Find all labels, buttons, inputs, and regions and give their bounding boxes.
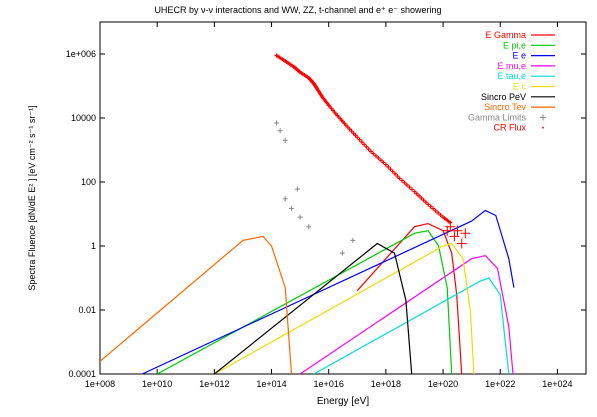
series-cr-flux-point xyxy=(433,208,438,213)
series-cr-flux-point xyxy=(353,133,358,138)
legend-label: CR Flux xyxy=(493,123,526,133)
legend-label: E c xyxy=(513,82,527,92)
x-tick-label: 1e+022 xyxy=(485,379,515,389)
series-cr-flux-point xyxy=(359,139,364,144)
series-cr-flux-point xyxy=(347,127,352,132)
legend-swatch xyxy=(540,114,546,121)
series-cr-flux-point xyxy=(364,144,369,149)
series-cr-flux-markers-point xyxy=(460,228,471,239)
series-cr-flux-point xyxy=(351,131,356,136)
series-cr-flux-point xyxy=(378,158,383,163)
series-e-c-line xyxy=(214,242,475,374)
series-e-tau-e-line xyxy=(313,277,510,374)
series-cr-flux-point xyxy=(381,160,386,165)
y-tick-label: 10000 xyxy=(71,113,96,123)
series-cr-flux-point xyxy=(431,206,436,211)
x-tick-label: 1e+014 xyxy=(256,379,286,389)
chart-title: UHECR by ν-ν interactions and WW, ZZ, t-… xyxy=(154,5,441,15)
y-tick-label: 1 xyxy=(91,241,96,251)
series-cr-flux-point xyxy=(366,147,371,152)
x-tick-label: 1e+020 xyxy=(428,379,458,389)
series-cr-flux-point xyxy=(383,162,388,167)
series-cr-flux-point xyxy=(421,198,426,203)
series-e-e-line xyxy=(141,209,515,374)
legend-label: E tau,e xyxy=(497,71,526,81)
series-gamma-limits-point xyxy=(297,214,303,220)
series-cr-flux-point xyxy=(407,185,412,190)
x-tick-label: 1e+016 xyxy=(314,379,344,389)
x-tick-label: 1e+008 xyxy=(85,379,115,389)
series-cr-flux-point xyxy=(376,156,381,161)
y-tick-label: 0.01 xyxy=(78,305,96,315)
series-gamma-limits-point xyxy=(277,128,283,134)
series-cr-flux-point xyxy=(392,171,397,176)
legend-label: E mu,e xyxy=(497,61,526,71)
series-gamma-limits-point xyxy=(282,196,288,202)
series-cr-flux-point xyxy=(438,212,443,217)
series-cr-flux-point xyxy=(349,129,354,134)
series-gamma-limits-point xyxy=(294,186,300,192)
legend-label: Gamma Limits xyxy=(468,112,527,122)
series-gamma-limits-point xyxy=(282,137,288,143)
plot-frame xyxy=(99,21,587,375)
series-cr-flux-point xyxy=(414,191,419,196)
series-gamma-limits-point xyxy=(289,205,295,211)
axis-ticks: 1e+008 1e+010 1e+012 1e+014 1e+016 1e+018 1e+0… xyxy=(66,22,586,389)
legend-label: Sincro Tev xyxy=(484,102,526,112)
series-cr-flux-markers-point xyxy=(449,231,460,242)
series-cr-flux-point xyxy=(357,137,362,142)
series-cr-flux-point xyxy=(397,176,402,181)
x-tick-label: 1e+024 xyxy=(542,379,572,389)
x-tick-label: 1e+018 xyxy=(371,379,401,389)
series-cr-flux-point xyxy=(345,125,350,130)
series-cr-flux-markers-point xyxy=(445,221,456,232)
y-axis-label: Spectra Fluence [dN/dE E² ] [eV cm⁻² s⁻¹… xyxy=(27,105,37,290)
series-cr-flux-point xyxy=(428,204,433,209)
series-cr-flux-point xyxy=(426,202,431,207)
legend-label: Sincro PeV xyxy=(481,92,526,102)
legend-swatch xyxy=(542,126,544,129)
series-gamma-limits-point xyxy=(274,120,280,126)
legend-label: E pi,e xyxy=(503,40,526,50)
series-gamma-limits-point xyxy=(350,237,356,243)
x-axis-label: Energy [eV] xyxy=(317,396,369,407)
series-cr-flux-point xyxy=(404,182,409,187)
series-cr-flux-point xyxy=(343,123,348,128)
series-cr-flux-point xyxy=(400,178,405,183)
y-tick-label: 1e+006 xyxy=(66,49,96,59)
series-cr-flux-point xyxy=(409,187,414,192)
series-cr-flux-point xyxy=(390,169,395,174)
legend-label: E Gamma xyxy=(485,30,526,40)
series-e-mu-e-line xyxy=(299,254,514,374)
series-cr-flux-markers-point xyxy=(452,225,463,236)
series-gamma-limits-point xyxy=(306,224,312,230)
series-cr-flux-point xyxy=(436,210,441,215)
x-tick-label: 1e+012 xyxy=(199,379,229,389)
series-cr-flux-point xyxy=(371,151,376,156)
x-tick-label: 1e+010 xyxy=(142,379,172,389)
series-cr-flux-point xyxy=(412,189,417,194)
series-cr-flux-point xyxy=(388,167,393,172)
series-sincro-pev-line xyxy=(214,242,413,374)
series-cr-flux-point xyxy=(373,153,378,158)
series-cr-flux-point xyxy=(395,174,400,179)
series-cr-flux-point xyxy=(386,164,391,169)
series-cr-flux-point xyxy=(362,142,367,147)
series-cr-flux-point xyxy=(368,149,373,154)
series-sincro-tev-line xyxy=(100,235,293,374)
series-curves xyxy=(100,53,515,374)
y-tick-label: 100 xyxy=(81,177,96,187)
series-cr-flux-point xyxy=(417,193,422,198)
series-cr-flux-point xyxy=(423,200,428,205)
series-cr-flux-point xyxy=(355,135,360,140)
legend-label: E e xyxy=(512,51,526,61)
series-cr-flux-point xyxy=(402,180,407,185)
series-cr-flux-markers-point xyxy=(456,238,467,249)
y-tick-label: 0.0001 xyxy=(68,369,96,379)
series-gamma-limits-point xyxy=(339,250,345,256)
series-cr-flux-point xyxy=(419,196,424,200)
